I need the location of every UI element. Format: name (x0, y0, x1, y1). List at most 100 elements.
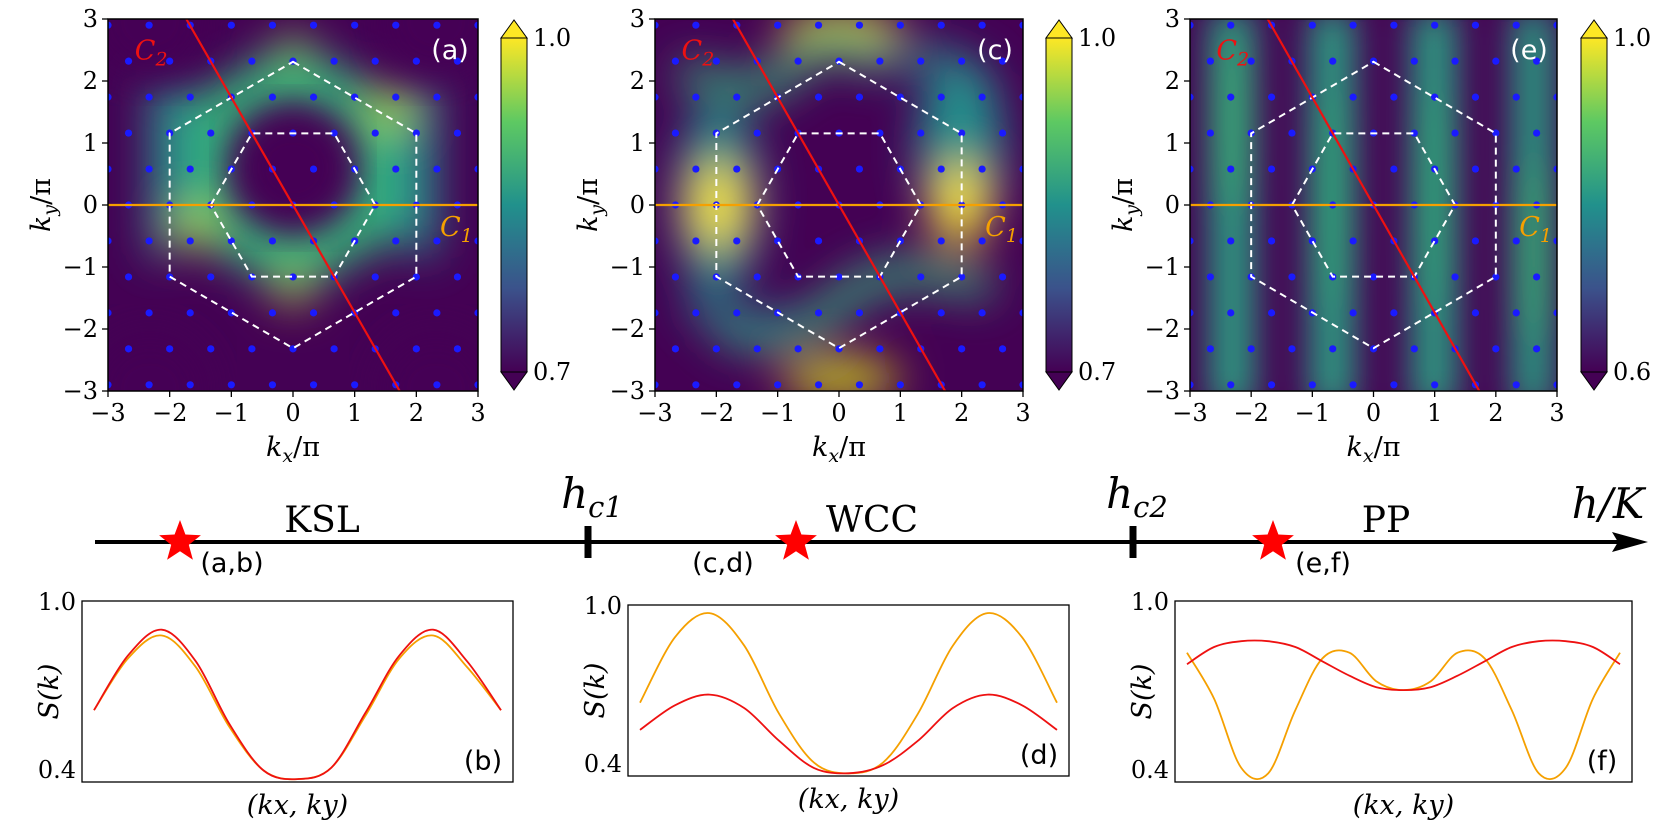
y-axis-label: ky/π (573, 178, 608, 232)
lattice-point (1512, 165, 1520, 173)
extended-zone-hexagon (715, 60, 963, 350)
lattice-point (1267, 93, 1276, 101)
lattice-point (1471, 21, 1480, 29)
lattice-point (433, 93, 441, 101)
lattice-point (978, 237, 986, 245)
lattice-point (124, 129, 133, 137)
lattice-point (1227, 309, 1235, 317)
cut-label-c1: C1 (985, 212, 1018, 247)
lattice-point (1190, 309, 1194, 317)
lattice-point (1227, 165, 1235, 173)
lattice-point (453, 345, 462, 353)
colorbar-extend-max (1580, 19, 1608, 39)
x-tick-label: −3 (1172, 399, 1207, 427)
brillouin-zone-hexagon (209, 132, 377, 278)
x-tick-label: 2 (409, 399, 424, 427)
lattice-point (1533, 273, 1541, 281)
lattice-point (1369, 273, 1378, 281)
y-tick-label: −3 (63, 377, 98, 405)
lattice-point (412, 129, 420, 137)
lattice-point (309, 165, 318, 173)
cut-label-c2: C2 (135, 35, 168, 70)
lattice-point (998, 273, 1007, 281)
lattice-point (855, 381, 864, 389)
lattice-point (268, 237, 277, 245)
lattice-point (1288, 129, 1296, 137)
lattice-point (1410, 345, 1418, 353)
lattice-point (692, 381, 700, 389)
y-tick-label: 0.4 (1131, 756, 1169, 784)
line-plot-(b): 1.0 0.4 S(k) (kx, ky) (b) (34, 588, 514, 821)
lattice-point (814, 381, 823, 389)
panel-label: (b) (464, 746, 502, 777)
lattice-point (1492, 273, 1500, 281)
lattice-point (145, 93, 153, 101)
lattice-point (1349, 381, 1357, 389)
lattice-point (958, 129, 966, 137)
lattice-point (1431, 21, 1439, 29)
lattice-point (1019, 93, 1023, 101)
heatmap-overlay-0: −3−3 −2 −2 −1 −1 0 0 1 1 2 2 3 3 kx/π ky/π C2 C1 (a) (26, 5, 486, 467)
lattice-point (227, 21, 235, 29)
lattice-point (453, 273, 462, 281)
lattice-point (692, 93, 700, 101)
lattice-point (692, 21, 700, 29)
lattice-point (474, 381, 478, 389)
x-tick-label: 2 (954, 399, 969, 427)
y-axis-label: S(k) (1127, 664, 1158, 720)
lattice-point (1451, 273, 1459, 281)
lattice-point (1019, 309, 1023, 317)
lattice-point (1533, 129, 1541, 137)
lattice-point (1512, 237, 1520, 245)
lattice-point (733, 165, 741, 173)
extended-zone-hexagon (168, 60, 418, 350)
lattice-point (453, 57, 462, 65)
x-tick-label: −2 (152, 399, 187, 427)
lattice-point (1349, 21, 1357, 29)
y-tick-label: −1 (1145, 253, 1180, 281)
lattice-point (268, 309, 277, 317)
lattice-point (289, 273, 297, 281)
lattice-point (108, 93, 112, 101)
lattice-point (474, 21, 478, 29)
lattice-point (1206, 273, 1214, 281)
x-tick-label: −2 (699, 399, 734, 427)
plot-frame (627, 604, 1070, 777)
colorbar-frame (1580, 37, 1608, 373)
lattice-point (978, 165, 986, 173)
y-tick-label: 1.0 (584, 592, 622, 620)
lattice-point (1267, 165, 1276, 173)
lattice-point (1553, 21, 1557, 29)
y-tick-label: 0 (1165, 191, 1180, 219)
colorbar-extend-max (500, 19, 528, 39)
lattice-point (998, 129, 1007, 137)
lattice-point (351, 381, 359, 389)
y-tick-label: −2 (610, 315, 645, 343)
lattice-point (835, 273, 843, 281)
lattice-point (186, 381, 194, 389)
colorbar-gradient (501, 38, 527, 372)
lattice-point (655, 237, 659, 245)
lattice-point (1390, 93, 1398, 101)
lattice-point (671, 129, 680, 137)
lattice-point (309, 309, 318, 317)
y-tick-label: 1.0 (38, 588, 76, 616)
lattice-point (876, 345, 884, 353)
lattice-point (1390, 165, 1398, 173)
lattice-point (371, 57, 379, 65)
y-tick-label: 2 (1165, 67, 1180, 95)
lattice-point (896, 381, 904, 389)
colorbar-max-label: 1.0 (533, 24, 571, 52)
lattice-point (1431, 381, 1439, 389)
y-tick-label: −1 (610, 253, 645, 281)
y-tick-label: 0.4 (38, 756, 76, 784)
colorbar-min-label: 0.7 (1078, 358, 1116, 386)
line-plot-(f): 1.0 0.4 S(k) (kx, ky) (f) (1127, 588, 1633, 821)
lattice-point (166, 57, 174, 65)
lattice-point (655, 21, 659, 29)
y-tick-label: 3 (83, 5, 98, 33)
lattice-point (978, 381, 986, 389)
cut-line-c2 (731, 19, 947, 391)
series-line-c2 (1186, 639, 1621, 692)
